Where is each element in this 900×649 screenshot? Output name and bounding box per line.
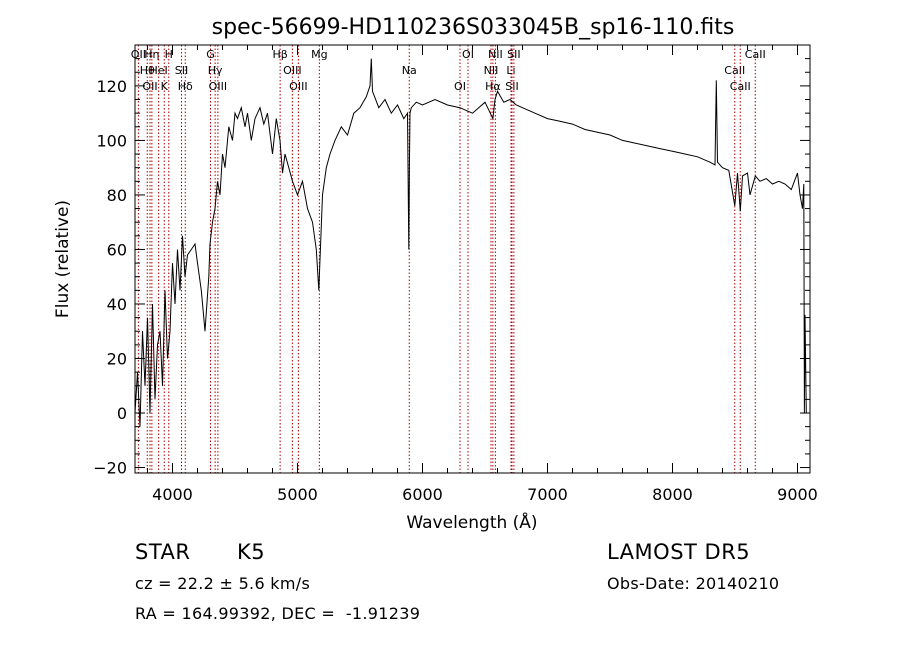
x-tick-label: 9000 [777, 485, 818, 504]
y-tick-label: 80 [107, 186, 127, 205]
marker-label: SII [505, 80, 518, 93]
marker-label: H [165, 48, 173, 61]
spectrum-series [134, 58, 807, 427]
marker-label: Li [506, 64, 515, 77]
survey-name: LAMOST DR5 [607, 540, 751, 564]
y-tick-label: 20 [107, 350, 127, 369]
x-tick-label: 4000 [152, 485, 193, 504]
marker-label: CaII [724, 64, 745, 77]
marker-label: OI [454, 80, 466, 93]
x-tick-label: 5000 [277, 485, 318, 504]
y-tick-label: 60 [107, 240, 127, 259]
marker-label: OIII [289, 80, 307, 93]
marker-label: CaII [745, 48, 766, 61]
marker-label: CaII [730, 80, 751, 93]
marker-label: HeI [149, 64, 167, 77]
marker-label: OI [462, 48, 474, 61]
y-tick-label: 0 [117, 404, 127, 423]
marker-label: OIII [283, 64, 301, 77]
x-tick-label: 7000 [527, 485, 568, 504]
spectrum-line [134, 58, 807, 427]
obs-date: Obs-Date: 20140210 [607, 574, 780, 593]
x-axis-label: Wavelength (Å) [406, 511, 537, 533]
marker-label: Hδ [178, 80, 193, 93]
marker-label: Hη [144, 48, 159, 61]
marker-label: OII [142, 80, 157, 93]
marker-label: K [161, 80, 169, 93]
marker-label: NII [488, 48, 503, 61]
x-axis: 4000 5000 6000 7000 8000 9000 [147, 45, 818, 504]
marker-label: Na [402, 64, 417, 77]
y-axis-label: Flux (relative) [53, 200, 73, 318]
marker-label: Hβ [272, 48, 287, 61]
y-tick-label: 40 [107, 295, 127, 314]
redshift-info: cz = 22.2 ± 5.6 km/s [135, 574, 311, 593]
marker-label: Hθ [140, 64, 155, 77]
x-tick-label: 8000 [652, 485, 693, 504]
object-class: STAR [135, 540, 191, 564]
spectral-line-markers: OIIHθOIIHηHeIKHSIIHδGHγOIIIHβOIIIOIIIMgN… [131, 45, 766, 473]
plot-frame [134, 44, 811, 474]
y-tick-label: 120 [96, 77, 127, 96]
marker-label: SII [507, 48, 520, 61]
marker-label: OIII [209, 80, 227, 93]
y-tick-label: −20 [93, 459, 127, 478]
marker-label: NII [484, 64, 499, 77]
marker-label: G [206, 48, 215, 61]
marker-label: Hα [485, 80, 501, 93]
subclass: K5 [237, 540, 266, 564]
x-tick-label: 6000 [402, 485, 443, 504]
chart-title: spec-56699-HD110236S033045B_sp16-110.fit… [212, 15, 735, 40]
y-axis: −20 0 20 40 60 80 100 120 [93, 58, 810, 478]
marker-label: Hγ [208, 64, 223, 77]
marker-label: Mg [311, 48, 327, 61]
coordinates: RA = 164.99392, DEC = -1.91239 [135, 604, 421, 623]
y-tick-label: 100 [96, 131, 127, 150]
marker-label: SII [175, 64, 188, 77]
